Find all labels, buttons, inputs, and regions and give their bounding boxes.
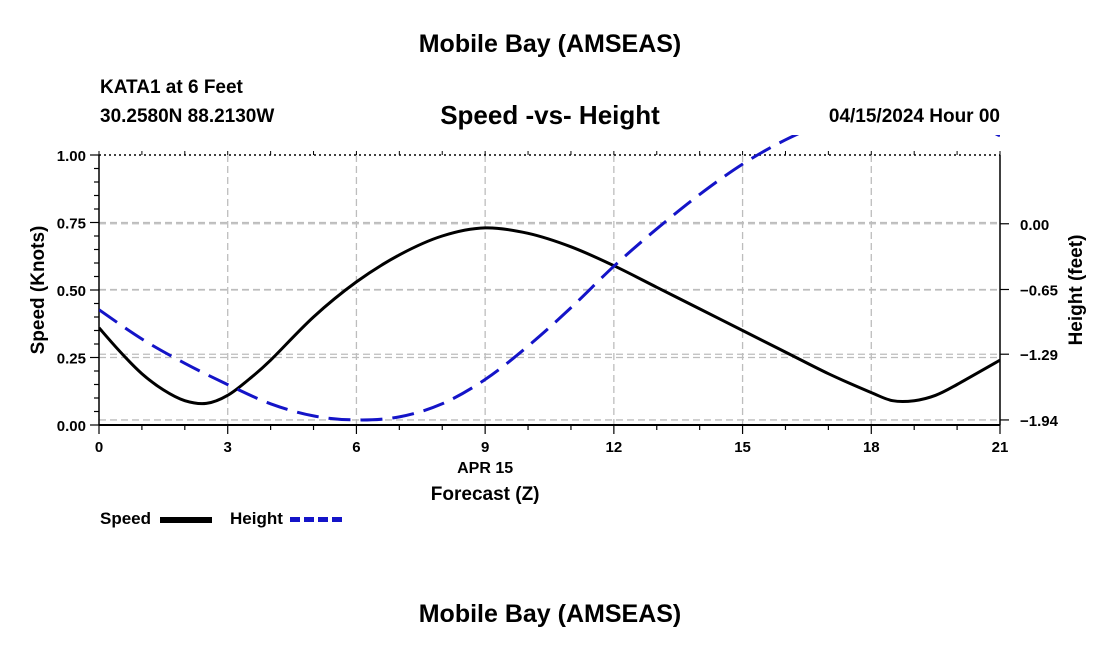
legend-height-label: Height xyxy=(230,509,283,528)
x-tick-label-7: 21 xyxy=(992,439,1009,456)
chart-title-top: Mobile Bay (AMSEAS) xyxy=(418,30,682,58)
forecast-datetime: 04/15/2024 Hour 00 xyxy=(828,106,1000,127)
legend-height-swatch xyxy=(290,517,342,522)
y-left-tick-label-1: 0.25 xyxy=(57,351,86,368)
y-axis-left-title: Speed (Knots) xyxy=(28,226,49,355)
y-right-tick-label-0: −1.94 xyxy=(1020,413,1059,430)
station-label: KATA1 at 6 Feet xyxy=(100,77,243,98)
x-tick-label-3: 9 xyxy=(481,439,489,456)
y-left-tick-label-4: 1.00 xyxy=(57,148,86,165)
legend-speed-swatch xyxy=(160,517,212,523)
x-tick-label-2: 6 xyxy=(352,439,360,456)
series-line-speed xyxy=(99,226,1000,406)
y-right-tick-label-1: −1.29 xyxy=(1020,347,1058,364)
x-axis-title: Forecast (Z) xyxy=(431,484,540,505)
y-right-tick-label-3: 0.00 xyxy=(1020,217,1049,234)
y-left-tick-label-2: 0.50 xyxy=(57,283,86,300)
y-left-tick-label-0: 0.00 xyxy=(57,418,86,435)
x-tick-label-1: 3 xyxy=(224,439,232,456)
x-tick-label-6: 18 xyxy=(863,439,880,456)
series-line-height xyxy=(99,135,1000,422)
speed-height-chart: 0 3 6 9 12 15 18 21 0.00 0.25 0.50 0.75 1.00 −1.94 −1.… xyxy=(28,135,1087,505)
x-tick-label-4: 12 xyxy=(606,439,623,456)
x-axis-date-label: APR 15 xyxy=(457,460,513,477)
plot-title: Speed -vs- Height xyxy=(440,100,660,130)
station-coordinates: 30.2580N 88.2130W xyxy=(100,106,275,127)
legend-speed-label: Speed xyxy=(100,509,152,528)
x-tick-label-5: 15 xyxy=(734,439,751,456)
y-axis-right-title: Height (feet) xyxy=(1066,235,1087,346)
y-right-tick-label-2: −0.65 xyxy=(1020,282,1058,299)
chart-title-bottom: Mobile Bay (AMSEAS) xyxy=(418,600,682,628)
x-tick-label-0: 0 xyxy=(95,439,103,456)
y-left-tick-label-3: 0.75 xyxy=(57,216,86,233)
